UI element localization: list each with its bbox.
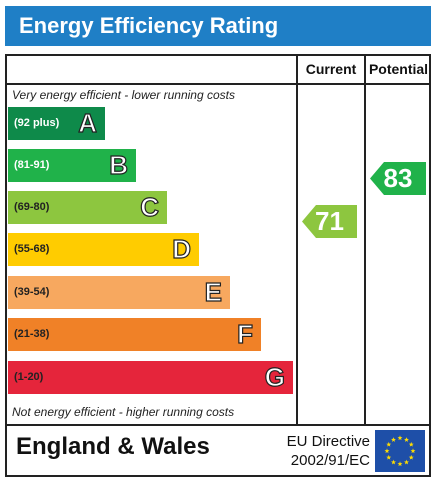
eu-star-icon	[410, 448, 416, 454]
rating-band-f: (21-38) F	[8, 318, 261, 351]
column-header-current: Current	[305, 61, 357, 77]
eu-directive: EU Directive 2002/91/EC	[282, 432, 370, 470]
potential-rating-value: 83	[383, 163, 413, 193]
eu-star-icon	[397, 461, 403, 467]
rating-band-range: (81-91)	[14, 159, 50, 171]
eu-star-icon	[404, 459, 409, 465]
eu-directive-line1: EU Directive	[286, 433, 370, 450]
rating-band-letter: C	[140, 191, 160, 222]
rating-band-letter: G	[264, 361, 285, 392]
chart-title: Energy Efficiency Rating	[5, 6, 431, 46]
eu-star-icon	[386, 441, 392, 447]
rating-band-range: (55-68)	[14, 243, 50, 255]
eu-star-icon	[391, 437, 396, 442]
column-divider-current	[296, 54, 298, 424]
rating-band-range: (21-38)	[14, 328, 50, 340]
rating-band-g: (1-20) G	[8, 361, 293, 394]
rating-band-e: (39-54) E	[8, 276, 230, 309]
eu-directive-line2: 2002/91/EC	[290, 452, 370, 469]
column-divider-potential	[364, 54, 366, 424]
rating-band-letter: F	[237, 318, 254, 349]
potential-rating-arrow: 83	[370, 162, 426, 195]
eu-flag-icon	[375, 430, 425, 472]
rating-band-range: (1-20)	[14, 371, 44, 383]
rating-band-letter: E	[204, 276, 223, 307]
header-divider	[5, 83, 431, 85]
rating-band-letter: B	[109, 149, 129, 180]
caption-efficient: Very energy efficient - lower running co…	[12, 88, 235, 102]
rating-band-range: (39-54)	[14, 286, 50, 298]
rating-band-range: (69-80)	[14, 201, 50, 213]
eu-star-icon	[408, 441, 414, 447]
eu-star-icon	[386, 454, 392, 460]
footer-country: England & Wales	[16, 433, 210, 460]
eu-star-icon	[404, 437, 409, 442]
current-rating-value: 71	[315, 206, 344, 236]
rating-band-c: (69-80) C	[8, 191, 167, 224]
rating-table	[5, 54, 431, 477]
eu-star-icon	[391, 459, 396, 465]
rating-band-range: (92 plus)	[14, 117, 60, 129]
rating-band-letter: A	[78, 107, 98, 138]
footer-divider	[5, 424, 431, 426]
rating-band-letter: D	[172, 233, 192, 264]
eu-star-icon	[384, 448, 390, 454]
eu-star-icon	[397, 435, 403, 441]
caption-inefficient: Not energy efficient - higher running co…	[12, 405, 235, 419]
column-header-potential: Potential	[368, 61, 429, 77]
eu-star-icon	[408, 454, 414, 460]
rating-band-d: (55-68) D	[8, 233, 199, 266]
rating-band-a: (92 plus) A	[8, 107, 105, 140]
rating-band-b: (81-91) B	[8, 149, 136, 182]
